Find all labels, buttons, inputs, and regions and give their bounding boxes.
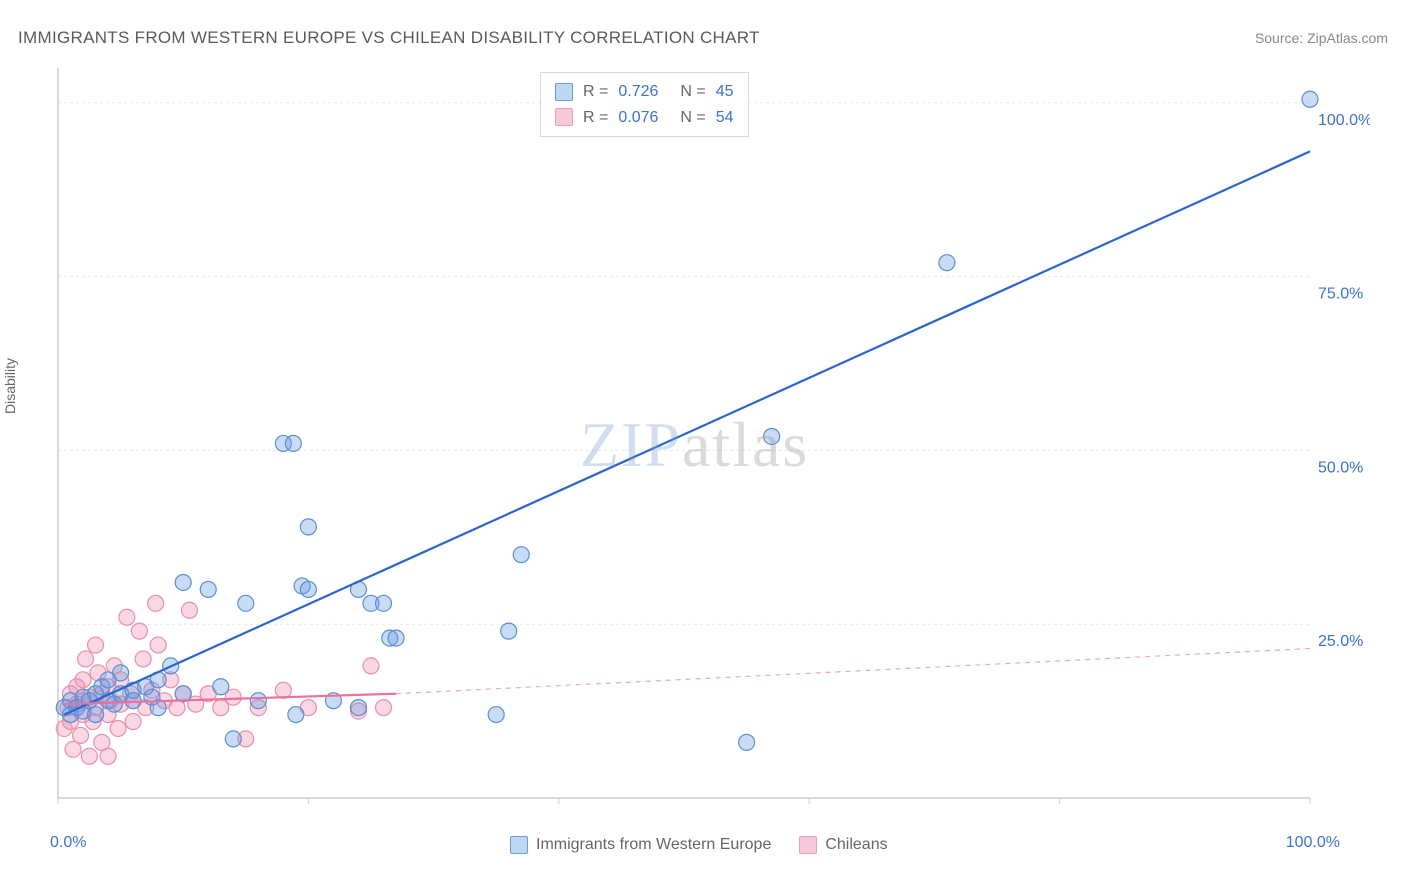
n-label: N = [680, 79, 705, 105]
r-value-series1: 0.726 [618, 79, 658, 105]
svg-text:50.0%: 50.0% [1318, 459, 1363, 476]
swatch-series1-bottom [510, 836, 528, 854]
svg-text:75.0%: 75.0% [1318, 286, 1363, 303]
legend-row-series2: R = 0.076 N = 54 [555, 105, 734, 131]
legend-label-series2: Chileans [825, 836, 887, 854]
r-label: R = [583, 79, 608, 105]
n-value-series1: 45 [716, 79, 734, 105]
n-value-series2: 54 [716, 105, 734, 131]
swatch-series2 [555, 108, 573, 126]
n-label: N = [680, 105, 705, 131]
swatch-series2-bottom [799, 836, 817, 854]
legend-item-series1: Immigrants from Western Europe [510, 836, 771, 854]
x-min-label: 0.0% [50, 834, 86, 852]
series-legend: Immigrants from Western Europe Chileans [510, 836, 888, 854]
x-max-label: 100.0% [1286, 834, 1340, 852]
swatch-series1 [555, 83, 573, 101]
r-label: R = [583, 105, 608, 131]
chart-title: IMMIGRANTS FROM WESTERN EUROPE VS CHILEA… [18, 28, 760, 48]
r-value-series2: 0.076 [618, 105, 658, 131]
legend-item-series2: Chileans [799, 836, 887, 854]
correlation-legend: R = 0.726 N = 45 R = 0.076 N = 54 [540, 72, 749, 137]
legend-row-series1: R = 0.726 N = 45 [555, 79, 734, 105]
svg-text:100.0%: 100.0% [1318, 112, 1370, 129]
y-axis-label: Disability [2, 358, 18, 414]
source-attribution: Source: ZipAtlas.com [1255, 30, 1388, 46]
title-bar: IMMIGRANTS FROM WESTERN EUROPE VS CHILEA… [18, 28, 1388, 48]
plot-area: 25.0%50.0%75.0%100.0% ZIPatlas R = 0.726… [50, 68, 1370, 828]
legend-label-series1: Immigrants from Western Europe [536, 836, 771, 854]
scatter-chart: 25.0% 50.0% 75.0% 100.0% [50, 68, 1370, 828]
svg-text:25.0%: 25.0% [1318, 633, 1363, 650]
